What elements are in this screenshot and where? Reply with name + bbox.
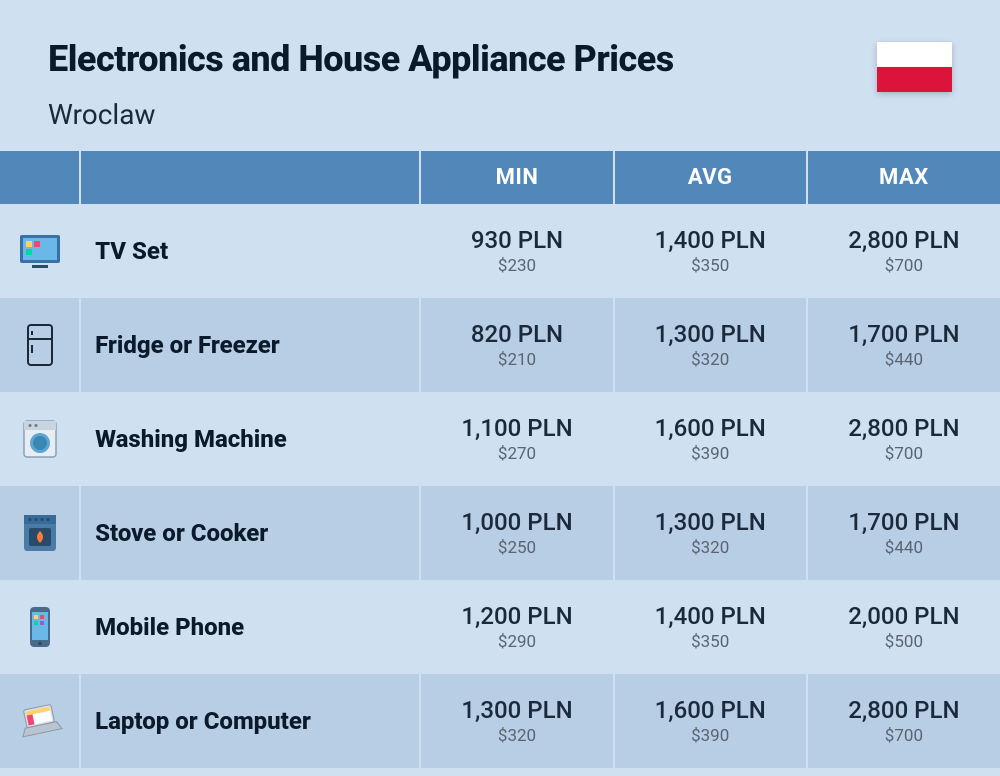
header-max: MAX (807, 151, 1000, 204)
min-cell: 1,300 PLN $320 (420, 674, 613, 768)
max-pln: 2,800 PLN (808, 226, 1000, 254)
avg-cell: 1,300 PLN $320 (614, 298, 807, 392)
min-cell: 930 PLN $230 (420, 204, 613, 298)
min-cell: 820 PLN $210 (420, 298, 613, 392)
header: Electronics and House Appliance Prices W… (0, 0, 1000, 151)
min-cell: 1,200 PLN $290 (420, 580, 613, 674)
table-row: Fridge or Freezer 820 PLN $210 1,300 PLN… (0, 298, 1000, 392)
max-cell: 2,800 PLN $700 (807, 392, 1000, 486)
fridge-icon (16, 321, 64, 369)
header-name-col (80, 151, 420, 204)
max-cell: 2,800 PLN $700 (807, 674, 1000, 768)
icon-cell (0, 298, 80, 392)
laptop-icon (16, 697, 64, 745)
table-row: Mobile Phone 1,200 PLN $290 1,400 PLN $3… (0, 580, 1000, 674)
max-usd: $700 (808, 256, 1000, 276)
max-pln: 2,800 PLN (808, 414, 1000, 442)
avg-cell: 1,600 PLN $390 (614, 392, 807, 486)
prices-table: MIN AVG MAX TV Set (0, 151, 1000, 768)
header-icon-col (0, 151, 80, 204)
min-pln: 820 PLN (421, 320, 612, 348)
header-min: MIN (420, 151, 613, 204)
max-cell: 2,800 PLN $700 (807, 204, 1000, 298)
table-row: Washing Machine 1,100 PLN $270 1,600 PLN… (0, 392, 1000, 486)
min-cell: 1,000 PLN $250 (420, 486, 613, 580)
max-cell: 1,700 PLN $440 (807, 298, 1000, 392)
avg-cell: 1,400 PLN $350 (614, 204, 807, 298)
item-name: Stove or Cooker (80, 486, 420, 580)
max-cell: 1,700 PLN $440 (807, 486, 1000, 580)
avg-pln: 1,400 PLN (615, 226, 806, 254)
icon-cell (0, 486, 80, 580)
avg-usd: $390 (615, 726, 806, 746)
max-usd: $700 (808, 444, 1000, 464)
icon-cell (0, 580, 80, 674)
max-usd: $500 (808, 632, 1000, 652)
page: Electronics and House Appliance Prices W… (0, 0, 1000, 768)
table-row: Laptop or Computer 1,300 PLN $320 1,600 … (0, 674, 1000, 768)
city-subtitle: Wroclaw (48, 98, 952, 131)
avg-pln: 1,400 PLN (615, 602, 806, 630)
avg-cell: 1,300 PLN $320 (614, 486, 807, 580)
max-pln: 2,800 PLN (808, 696, 1000, 724)
avg-pln: 1,300 PLN (615, 320, 806, 348)
avg-pln: 1,600 PLN (615, 414, 806, 442)
min-usd: $320 (421, 726, 612, 746)
max-pln: 1,700 PLN (808, 508, 1000, 536)
item-name: TV Set (80, 204, 420, 298)
tv-icon (16, 227, 64, 275)
avg-usd: $350 (615, 256, 806, 276)
min-usd: $230 (421, 256, 612, 276)
icon-cell (0, 392, 80, 486)
min-cell: 1,100 PLN $270 (420, 392, 613, 486)
max-usd: $440 (808, 350, 1000, 370)
avg-usd: $320 (615, 350, 806, 370)
item-name: Mobile Phone (80, 580, 420, 674)
avg-usd: $350 (615, 632, 806, 652)
min-pln: 1,300 PLN (421, 696, 612, 724)
min-usd: $210 (421, 350, 612, 370)
max-usd: $700 (808, 726, 1000, 746)
avg-cell: 1,600 PLN $390 (614, 674, 807, 768)
min-pln: 1,200 PLN (421, 602, 612, 630)
avg-usd: $320 (615, 538, 806, 558)
max-pln: 1,700 PLN (808, 320, 1000, 348)
max-cell: 2,000 PLN $500 (807, 580, 1000, 674)
page-title: Electronics and House Appliance Prices (48, 38, 952, 80)
washing-machine-icon (16, 415, 64, 463)
icon-cell (0, 204, 80, 298)
header-avg: AVG (614, 151, 807, 204)
min-pln: 930 PLN (421, 226, 612, 254)
avg-cell: 1,400 PLN $350 (614, 580, 807, 674)
avg-pln: 1,600 PLN (615, 696, 806, 724)
table-row: Stove or Cooker 1,000 PLN $250 1,300 PLN… (0, 486, 1000, 580)
table-row: TV Set 930 PLN $230 1,400 PLN $350 2,800… (0, 204, 1000, 298)
table-header-row: MIN AVG MAX (0, 151, 1000, 204)
min-pln: 1,100 PLN (421, 414, 612, 442)
poland-flag-icon (877, 42, 952, 92)
item-name: Laptop or Computer (80, 674, 420, 768)
avg-usd: $390 (615, 444, 806, 464)
icon-cell (0, 674, 80, 768)
min-pln: 1,000 PLN (421, 508, 612, 536)
min-usd: $250 (421, 538, 612, 558)
max-pln: 2,000 PLN (808, 602, 1000, 630)
item-name: Fridge or Freezer (80, 298, 420, 392)
stove-icon (16, 509, 64, 557)
min-usd: $290 (421, 632, 612, 652)
mobile-phone-icon (16, 603, 64, 651)
item-name: Washing Machine (80, 392, 420, 486)
max-usd: $440 (808, 538, 1000, 558)
avg-pln: 1,300 PLN (615, 508, 806, 536)
min-usd: $270 (421, 444, 612, 464)
